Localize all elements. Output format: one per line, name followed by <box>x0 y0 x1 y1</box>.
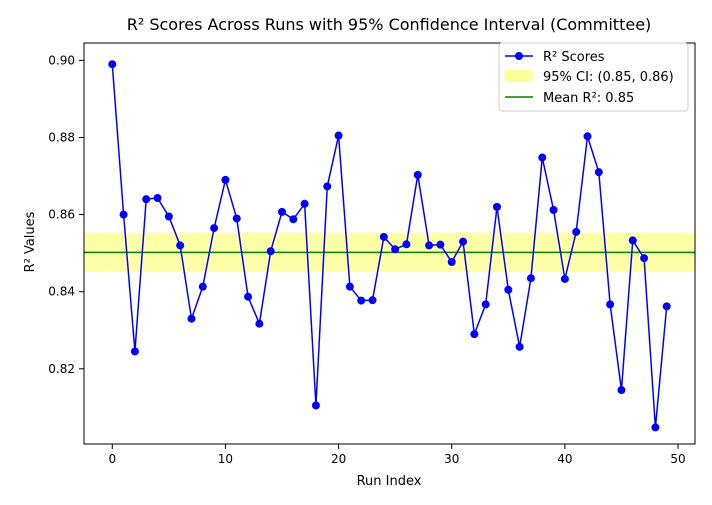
x-tick-label: 10 <box>218 452 233 466</box>
x-tick-label: 20 <box>331 452 346 466</box>
y-axis-label: R² Values <box>23 211 38 272</box>
series-line-0 <box>111 64 668 429</box>
y-tick-label: 0.86 <box>48 208 75 222</box>
data-point <box>504 285 513 294</box>
x-tick-label: 40 <box>557 452 572 466</box>
data-point <box>583 132 592 141</box>
x-axis-label: Run Index <box>357 474 422 489</box>
legend-label-ci: 95% CI: (0.85, 0.86) <box>543 70 674 85</box>
data-point <box>436 240 445 249</box>
data-point <box>425 241 434 250</box>
data-point <box>153 194 162 203</box>
data-point <box>187 314 196 323</box>
data-point <box>470 330 479 339</box>
data-point <box>447 258 456 267</box>
axes: 0 10 20 30 40 50 0.82 0.84 0.86 0.88 0.90 <box>48 42 696 466</box>
data-point <box>232 214 241 223</box>
data-point <box>221 175 230 184</box>
axes-frame <box>83 42 696 445</box>
data-point <box>119 210 128 219</box>
data-point <box>560 274 569 283</box>
data-point <box>300 199 309 208</box>
legend: R² Scores 95% CI: (0.85, 0.86) Mean R²: … <box>498 42 689 112</box>
legend-frame <box>498 42 689 112</box>
data-point <box>628 236 637 245</box>
y-tick-label: 0.88 <box>48 130 75 144</box>
data-point <box>244 292 253 301</box>
data-point <box>198 282 207 291</box>
legend-label-series: R² Scores <box>543 50 605 65</box>
chart-title: R² Scores Across Runs with 95% Confidenc… <box>127 15 652 34</box>
data-point <box>402 240 411 249</box>
data-point <box>526 274 535 283</box>
data-point <box>255 319 264 328</box>
data-point <box>391 245 400 254</box>
data-point <box>594 168 603 177</box>
data-point <box>572 227 581 236</box>
legend-label-mean: Mean R²: 0.85 <box>543 91 634 106</box>
y-tick-label: 0.84 <box>48 285 75 299</box>
data-point <box>617 386 626 395</box>
data-point <box>640 254 649 263</box>
data-point <box>492 202 501 211</box>
x-tick-label: 30 <box>444 452 459 466</box>
data-point <box>164 212 173 221</box>
plot-area <box>84 60 695 432</box>
data-point <box>651 423 660 432</box>
data-point <box>606 300 615 309</box>
data-point <box>278 207 287 216</box>
data-point <box>481 300 490 309</box>
data-point <box>289 215 298 224</box>
data-point <box>538 153 547 162</box>
data-point <box>142 195 151 204</box>
data-point <box>176 241 185 250</box>
data-point <box>311 401 320 410</box>
y-tick-label: 0.90 <box>48 53 75 67</box>
data-point <box>515 342 524 351</box>
data-point <box>345 282 354 291</box>
data-point <box>368 296 377 305</box>
data-point <box>266 247 275 256</box>
legend-marker-icon <box>515 52 523 60</box>
legend-band-icon <box>505 70 533 81</box>
data-point <box>413 170 422 179</box>
data-point <box>357 296 366 305</box>
data-point <box>549 205 558 214</box>
data-point <box>323 182 332 191</box>
data-point <box>210 224 219 233</box>
data-point <box>379 232 388 241</box>
data-point <box>108 60 117 69</box>
data-point <box>130 347 139 356</box>
data-point <box>334 131 343 140</box>
data-point <box>459 237 468 246</box>
y-tick-label: 0.82 <box>48 362 75 376</box>
x-tick-label: 0 <box>108 452 116 466</box>
data-point <box>662 302 671 311</box>
x-tick-label: 50 <box>670 452 685 466</box>
